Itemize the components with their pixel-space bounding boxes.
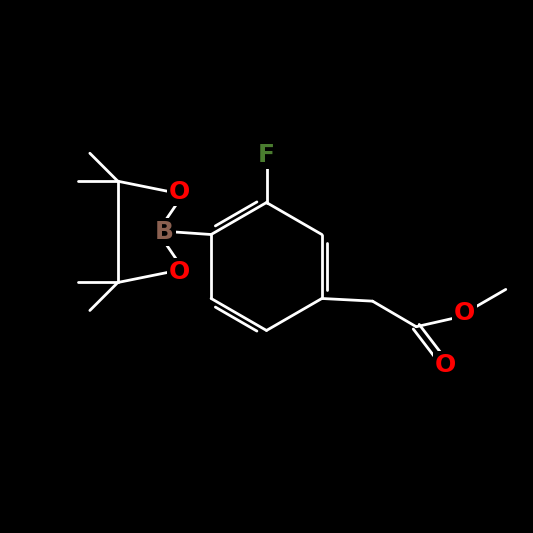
Text: O: O xyxy=(168,260,190,284)
Text: B: B xyxy=(155,220,174,244)
Text: F: F xyxy=(258,142,275,167)
Text: O: O xyxy=(168,180,190,204)
Text: O: O xyxy=(454,301,475,326)
Text: O: O xyxy=(435,353,456,377)
